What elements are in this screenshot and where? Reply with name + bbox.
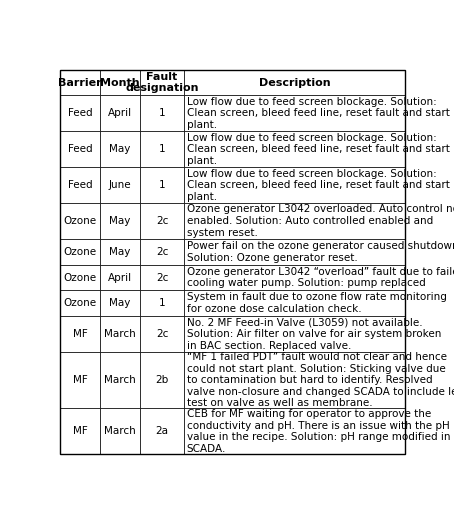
Bar — [60, 167, 100, 203]
Text: Low flow due to feed screen blockage. Solution:
Clean screen, bleed feed line, r: Low flow due to feed screen blockage. So… — [187, 168, 449, 202]
Text: Ozone generator L3042 overloaded. Auto control not
enabled. Solution: Auto contr: Ozone generator L3042 overloaded. Auto c… — [187, 204, 454, 237]
Bar — [139, 167, 184, 203]
Text: Fault
designation: Fault designation — [125, 72, 199, 93]
Bar — [139, 131, 184, 167]
Bar — [139, 203, 184, 239]
Bar — [184, 203, 405, 239]
Text: Low flow due to feed screen blockage. Solution:
Clean screen, bleed feed line, r: Low flow due to feed screen blockage. So… — [187, 97, 449, 130]
Text: 2b: 2b — [155, 375, 168, 385]
Text: Ozone: Ozone — [64, 247, 97, 257]
Bar — [184, 167, 405, 203]
Bar — [60, 290, 100, 316]
Bar — [100, 131, 139, 167]
Text: No. 2 MF Feed-in Valve (L3059) not available.
Solution: Air filter on valve for : No. 2 MF Feed-in Valve (L3059) not avail… — [187, 317, 441, 351]
Bar — [100, 239, 139, 265]
Text: Feed: Feed — [68, 108, 93, 118]
Bar — [60, 203, 100, 239]
Text: March: March — [104, 426, 136, 436]
Bar — [60, 408, 100, 454]
Bar — [184, 265, 405, 290]
Text: 2c: 2c — [156, 329, 168, 339]
Text: CEB for MF waiting for operator to approve the
conductivity and pH. There is an : CEB for MF waiting for operator to appro… — [187, 409, 450, 454]
Text: Feed: Feed — [68, 180, 93, 190]
Text: 2c: 2c — [156, 247, 168, 257]
Bar — [100, 408, 139, 454]
Bar — [60, 316, 100, 352]
Bar — [184, 316, 405, 352]
Text: System in fault due to ozone flow rate monitoring
for ozone dose calculation che: System in fault due to ozone flow rate m… — [187, 293, 446, 314]
Text: 1: 1 — [159, 180, 165, 190]
Bar — [139, 352, 184, 408]
Bar — [100, 203, 139, 239]
Bar — [184, 95, 405, 131]
Text: May: May — [109, 216, 130, 226]
Bar — [60, 352, 100, 408]
Bar — [100, 265, 139, 290]
Bar — [60, 131, 100, 167]
Text: Ozone: Ozone — [64, 216, 97, 226]
Bar — [139, 70, 184, 95]
Text: Month: Month — [100, 78, 139, 88]
Text: 2c: 2c — [156, 216, 168, 226]
Text: April: April — [108, 272, 132, 283]
Text: MF: MF — [73, 329, 88, 339]
Bar — [60, 95, 100, 131]
Text: Ozone: Ozone — [64, 298, 97, 308]
Text: 1: 1 — [159, 144, 165, 154]
Bar — [139, 265, 184, 290]
Text: May: May — [109, 247, 130, 257]
Bar — [184, 352, 405, 408]
Text: June: June — [109, 180, 131, 190]
Bar — [60, 265, 100, 290]
Text: “MF 1 failed PDT” fault would not clear and hence
could not start plant. Solutio: “MF 1 failed PDT” fault would not clear … — [187, 352, 454, 408]
Text: Description: Description — [259, 78, 331, 88]
Bar — [139, 290, 184, 316]
Bar — [184, 408, 405, 454]
Bar — [100, 290, 139, 316]
Text: Feed: Feed — [68, 144, 93, 154]
Bar — [139, 239, 184, 265]
Text: 1: 1 — [159, 298, 165, 308]
Bar — [184, 70, 405, 95]
Bar — [100, 316, 139, 352]
Bar — [184, 131, 405, 167]
Text: MF: MF — [73, 375, 88, 385]
Bar — [100, 167, 139, 203]
Text: May: May — [109, 298, 130, 308]
Text: May: May — [109, 144, 130, 154]
Text: Ozone generator L3042 “overload” fault due to failed
cooling water pump. Solutio: Ozone generator L3042 “overload” fault d… — [187, 267, 454, 288]
Bar — [60, 239, 100, 265]
Bar — [60, 70, 100, 95]
Bar — [100, 95, 139, 131]
Text: April: April — [108, 108, 132, 118]
Bar — [139, 316, 184, 352]
Text: March: March — [104, 329, 136, 339]
Text: 1: 1 — [159, 108, 165, 118]
Text: 2a: 2a — [155, 426, 168, 436]
Text: MF: MF — [73, 426, 88, 436]
Text: Ozone: Ozone — [64, 272, 97, 283]
Text: March: March — [104, 375, 136, 385]
Text: Barrier: Barrier — [58, 78, 102, 88]
Bar — [100, 70, 139, 95]
Bar — [184, 290, 405, 316]
Text: Low flow due to feed screen blockage. Solution:
Clean screen, bleed feed line, r: Low flow due to feed screen blockage. So… — [187, 133, 449, 166]
Text: 2c: 2c — [156, 272, 168, 283]
Bar — [100, 352, 139, 408]
Bar — [184, 239, 405, 265]
Bar — [139, 408, 184, 454]
Bar — [139, 95, 184, 131]
Text: Power fail on the ozone generator caused shutdown.
Solution: Ozone generator res: Power fail on the ozone generator caused… — [187, 241, 454, 263]
